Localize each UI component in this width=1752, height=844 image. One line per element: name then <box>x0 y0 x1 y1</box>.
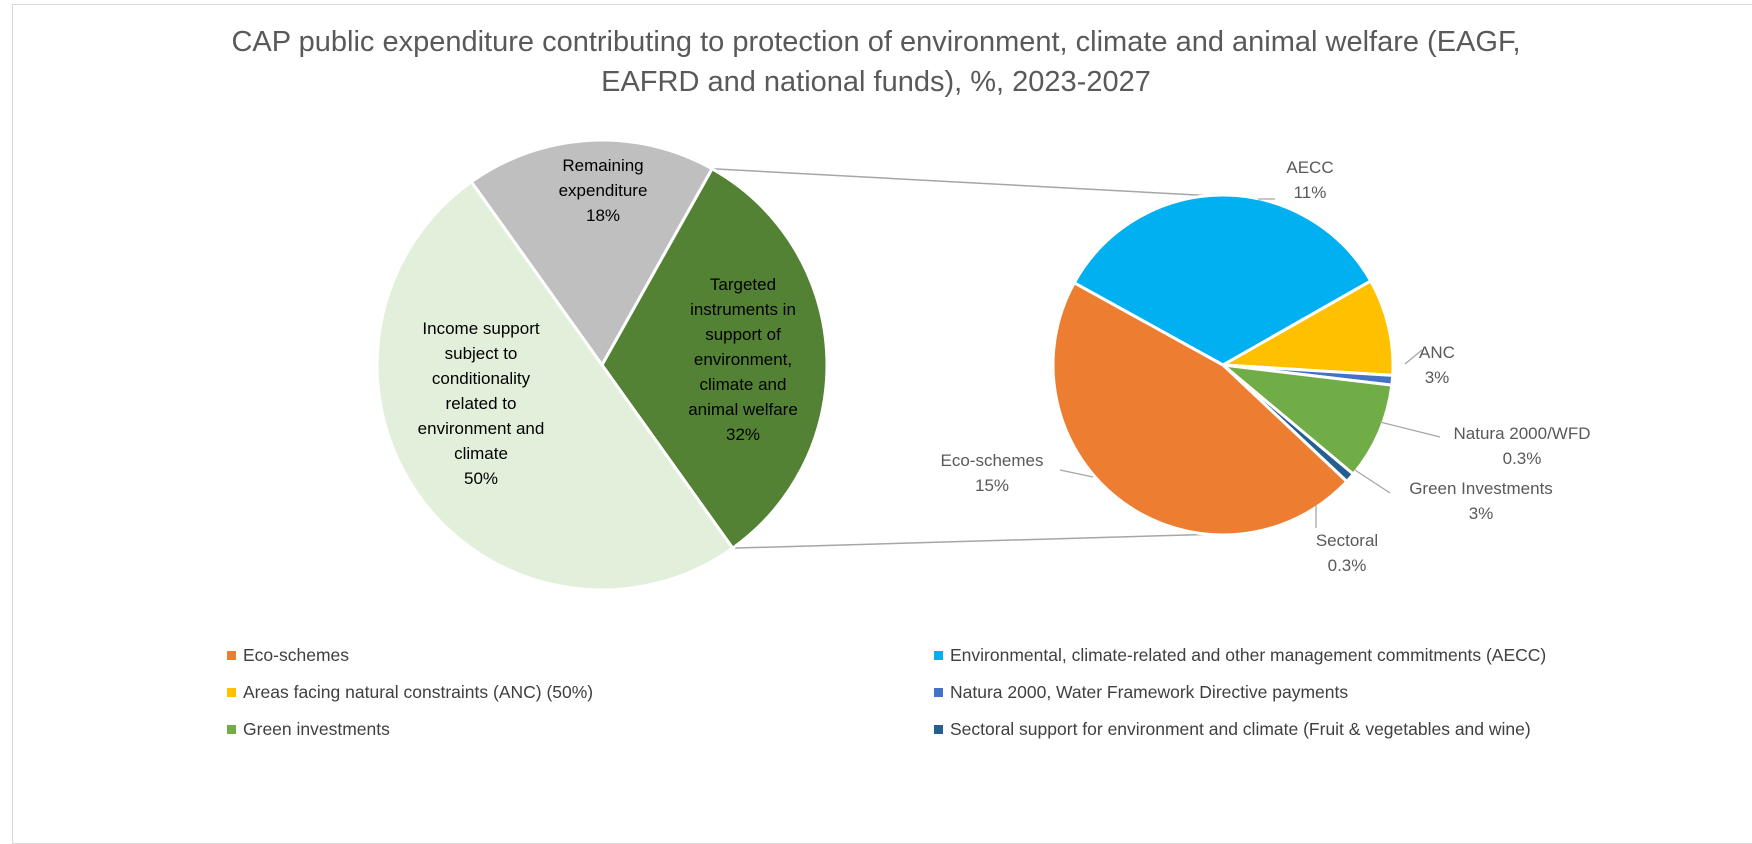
leader-line-green-investments <box>1354 469 1391 494</box>
connector-lines <box>712 168 1209 549</box>
main-pie-slice-targeted <box>600 166 829 551</box>
chart-title-line-2: EAFRD and national funds), %, 2023-2027 <box>601 66 1151 98</box>
connector-line-bottom <box>732 533 1209 549</box>
main-pie-label-remaining: Remaining expenditure 18% <box>559 156 648 225</box>
secondary-pie-slice-anc <box>1217 278 1395 377</box>
secondary-pie-slice-eco-schemes <box>1051 280 1349 537</box>
main-pie-label-targeted: Targeted instruments in support of environm… <box>688 275 798 444</box>
leader-line-natura-2000-wfd <box>1379 421 1441 438</box>
secondary-pie-label-green-investments: Green Investments 3% <box>1409 479 1553 523</box>
secondary-pie-label-anc: ANC 3% <box>1419 343 1455 387</box>
chart-title-line-1: CAP public expenditure contributing to p… <box>231 26 1521 58</box>
secondary-pie-label-aecc: AECC 11% <box>1286 158 1333 202</box>
secondary-pie-label-natura-2000-wfd: Natura 2000/WFD 0.3% <box>1454 424 1591 468</box>
secondary-pie-label-eco-schemes: Eco-schemes 15% <box>941 451 1044 495</box>
connector-line-top <box>712 168 1209 197</box>
secondary-pie <box>1051 193 1395 537</box>
main-pie <box>375 138 829 592</box>
leader-lines <box>1059 198 1441 528</box>
leader-line-anc <box>1404 349 1423 365</box>
leader-line-eco-schemes <box>1059 469 1094 478</box>
secondary-pie-slice-green-investments <box>1218 362 1394 477</box>
main-pie-slice-remaining <box>469 138 715 368</box>
main-pie-label-income-support: Income support subject to conditionality re… <box>418 319 545 488</box>
data-labels: Remaining expenditure 18% Targeted instrumen… <box>418 156 1591 575</box>
main-pie-slice-income-support <box>375 179 735 592</box>
chart-title: CAP public expenditure contributing to p… <box>0 22 1752 102</box>
secondary-pie-label-sectoral: Sectoral 0.3% <box>1316 531 1378 575</box>
